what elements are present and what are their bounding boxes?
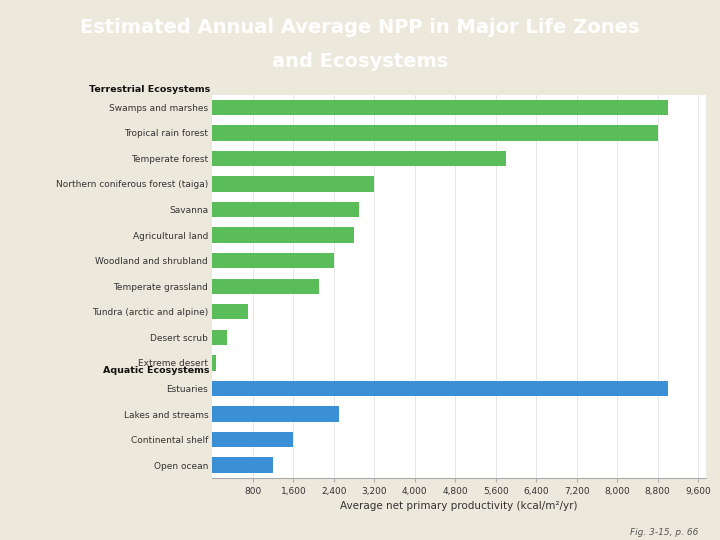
Bar — [212, 329, 227, 345]
Bar — [212, 457, 273, 473]
Bar — [212, 406, 339, 422]
Text: Estimated Annual Average NPP in Major Life Zones: Estimated Annual Average NPP in Major Li… — [80, 18, 640, 37]
X-axis label: Average net primary productivity (kcal/m²/yr): Average net primary productivity (kcal/m… — [341, 502, 577, 511]
Bar — [212, 279, 319, 294]
Bar — [212, 176, 374, 192]
Bar — [212, 151, 505, 166]
Bar — [212, 304, 248, 320]
Text: Aquatic Ecosystems: Aquatic Ecosystems — [104, 366, 210, 375]
Bar — [212, 381, 667, 396]
Text: and Ecosystems: and Ecosystems — [272, 52, 448, 71]
Bar — [212, 355, 216, 370]
Bar — [212, 125, 657, 140]
Bar — [212, 432, 293, 447]
Bar — [212, 99, 667, 115]
Text: Terrestrial Ecosystems: Terrestrial Ecosystems — [89, 85, 210, 94]
Bar — [212, 253, 334, 268]
Text: Fig. 3-15, p. 66: Fig. 3-15, p. 66 — [630, 528, 698, 537]
Bar — [212, 202, 359, 217]
Bar — [212, 227, 354, 243]
